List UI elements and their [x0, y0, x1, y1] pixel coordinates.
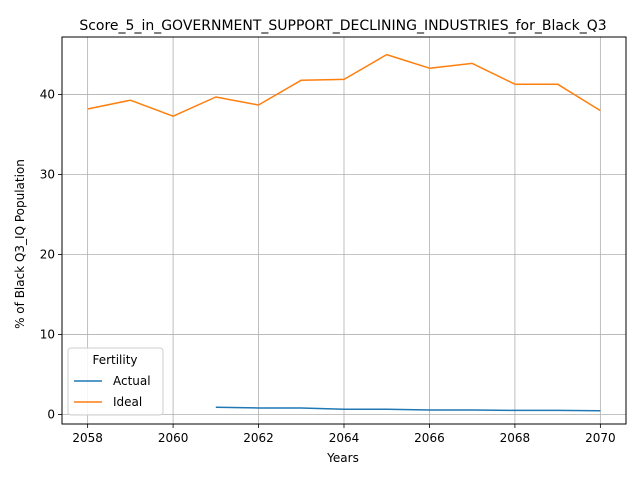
y-tick-label: 0 — [47, 407, 55, 421]
series-layer — [87, 53, 601, 412]
legend-label-ideal: Ideal — [113, 395, 142, 409]
grid-lines — [62, 37, 626, 424]
x-tick-label: 2070 — [585, 431, 616, 445]
legend: Fertility Actual Ideal — [67, 347, 164, 416]
y-tick-label: 30 — [40, 168, 55, 182]
chart-title: Score_5_in_GOVERNMENT_SUPPORT_DECLINING_… — [79, 18, 606, 34]
axis-ticks: 2058 2060 2062 2064 2066 2068 2070 0 10 20 30 40 — [40, 88, 616, 445]
x-tick-label: 2066 — [414, 431, 445, 445]
legend-title: Fertility — [92, 353, 137, 367]
y-axis-label: % of Black Q3_IQ Population — [13, 159, 27, 329]
series-line-ideal — [87, 53, 601, 117]
legend-box — [67, 347, 164, 416]
x-tick-label: 2060 — [158, 431, 189, 445]
x-tick-label: 2068 — [500, 431, 531, 445]
y-tick-label: 10 — [40, 327, 55, 341]
x-tick-label: 2062 — [243, 431, 274, 445]
x-axis-label: Years — [326, 451, 359, 465]
x-tick-label: 2064 — [329, 431, 360, 445]
legend-items: Actual Ideal — [74, 374, 151, 409]
y-tick-label: 20 — [40, 247, 55, 261]
y-tick-label: 40 — [40, 88, 55, 102]
series-line-actual — [215, 406, 601, 412]
x-tick-label: 2058 — [72, 431, 103, 445]
legend-label-actual: Actual — [113, 374, 151, 388]
